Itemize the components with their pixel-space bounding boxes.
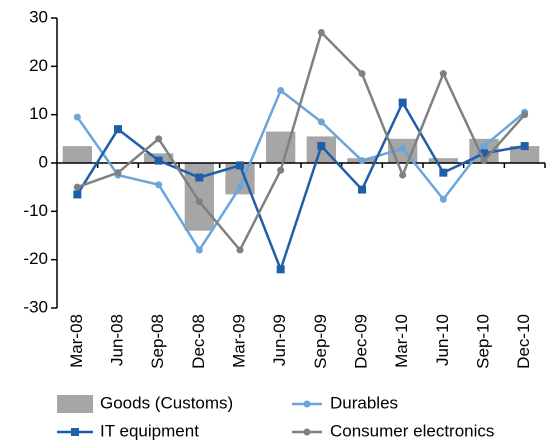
marker	[317, 142, 326, 151]
marker	[277, 166, 285, 174]
legend-marker	[71, 428, 79, 436]
marker	[399, 171, 407, 179]
marker	[154, 156, 163, 165]
bar	[62, 146, 92, 163]
marker	[277, 87, 285, 94]
line	[76, 88, 526, 253]
y-tick-label: 20	[29, 56, 48, 75]
marker	[236, 183, 244, 191]
marker	[73, 190, 82, 199]
x-tick-label: Dec-09	[351, 314, 370, 369]
x-tick-label: Jun-09	[270, 314, 289, 366]
marker	[439, 168, 448, 177]
legend-label: Goods (Customs)	[100, 393, 233, 412]
y-tick-label: 30	[29, 7, 48, 26]
line	[76, 30, 526, 253]
marker	[195, 173, 204, 182]
marker	[520, 142, 529, 151]
marker	[358, 70, 366, 78]
marker	[155, 135, 163, 143]
marker	[398, 98, 407, 107]
marker	[155, 181, 163, 189]
marker	[439, 70, 447, 78]
marker	[114, 169, 122, 177]
x-tick-label: Sep-09	[311, 314, 330, 369]
marker	[521, 111, 529, 119]
y-tick-label: -20	[23, 249, 48, 268]
x-tick-label: Mar-08	[67, 314, 86, 368]
legend-swatch	[57, 395, 93, 413]
marker	[195, 198, 203, 206]
marker	[195, 246, 203, 254]
y-tick-label: 10	[29, 104, 48, 123]
marker	[358, 157, 366, 165]
y-tick-label: 0	[39, 152, 48, 171]
line	[76, 99, 525, 274]
x-tick-label: Mar-10	[392, 314, 411, 368]
marker	[480, 157, 488, 165]
marker	[73, 113, 81, 121]
y-tick-label: -10	[23, 201, 48, 220]
bar	[510, 146, 540, 163]
marker	[236, 246, 244, 254]
marker	[276, 265, 285, 274]
marker	[480, 149, 488, 158]
x-tick-label: Dec-10	[514, 314, 533, 369]
marker	[480, 142, 488, 150]
marker	[439, 195, 447, 203]
marker	[114, 125, 122, 134]
y-tick-label: -30	[23, 297, 48, 316]
legend-label: Durables	[330, 393, 398, 412]
x-tick-label: Dec-08	[189, 314, 208, 369]
marker	[399, 145, 407, 152]
x-tick-label: Sep-10	[473, 314, 492, 369]
marker	[73, 183, 81, 191]
marker	[236, 161, 244, 170]
marker	[358, 185, 366, 194]
x-tick-label: Sep-08	[148, 314, 167, 369]
x-tick-label: Mar-09	[229, 314, 248, 368]
legend-marker	[303, 400, 311, 408]
legend-marker	[303, 428, 311, 436]
bar	[428, 158, 458, 163]
x-tick-label: Jun-08	[107, 314, 126, 366]
x-tick-label: Jun-10	[433, 314, 452, 366]
legend-label: Consumer electronics	[330, 421, 494, 440]
marker	[317, 118, 325, 126]
legend-label: IT equipment	[100, 421, 199, 440]
marker	[317, 29, 325, 36]
